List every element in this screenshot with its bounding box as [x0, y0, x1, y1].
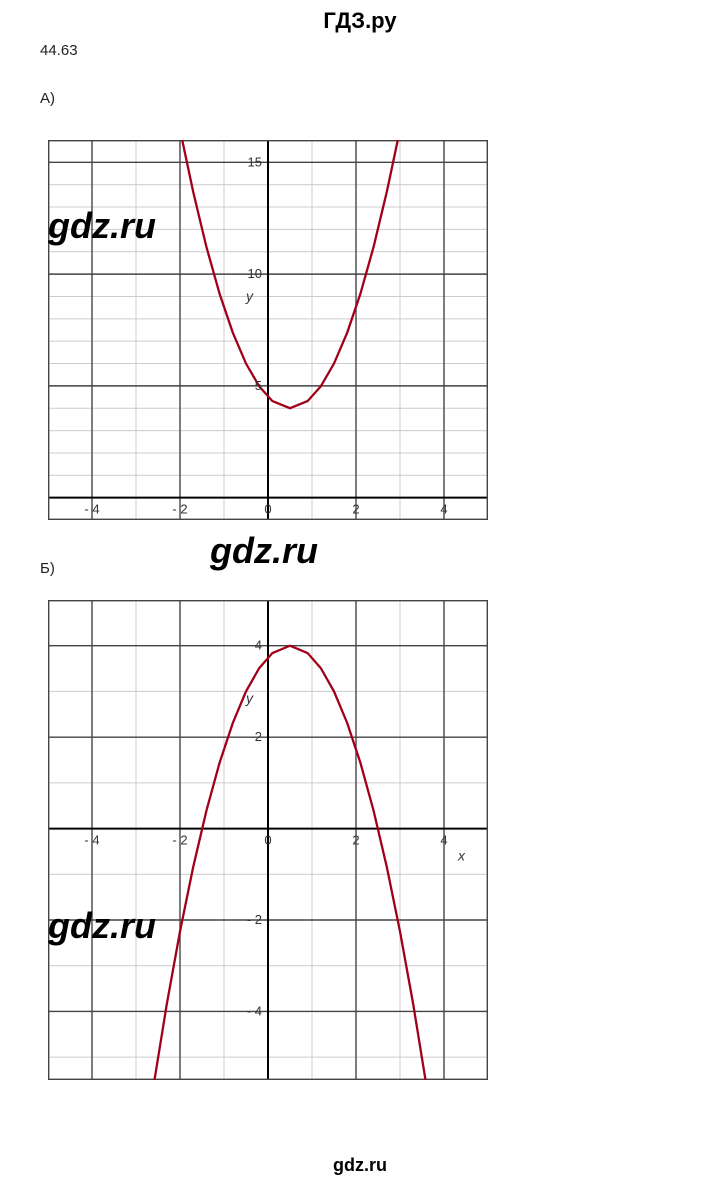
y-tick-label: 4	[255, 638, 262, 653]
x-tick-label: 2	[352, 833, 359, 848]
x-tick-label: 2	[352, 502, 359, 517]
part-a-label: А)	[40, 90, 55, 107]
y-tick-label: 5	[255, 378, 262, 393]
y-tick-label: - 4	[247, 1003, 262, 1018]
x-tick-label: - 4	[84, 502, 99, 517]
watermark: gdz.ru	[48, 205, 156, 247]
x-tick-label: 0	[264, 502, 271, 517]
x-tick-label: - 2	[172, 502, 187, 517]
watermark: gdz.ru	[48, 905, 156, 947]
site-footer: gdz.ru	[0, 1155, 720, 1176]
x-axis-label: x	[457, 517, 466, 520]
chart-a: - 4 - 2 0 2 4 5 10 15 x y	[48, 140, 488, 520]
problem-number: 44.63	[40, 42, 78, 59]
x-tick-label: 0	[264, 833, 271, 848]
y-axis-label: y	[245, 690, 254, 706]
chart-b: - 4- 2024- 4- 224xy	[48, 600, 488, 1080]
watermark: gdz.ru	[210, 530, 318, 572]
site-title: ГДЗ.ру	[0, 8, 720, 34]
x-tick-label: 4	[440, 833, 447, 848]
y-tick-label: 2	[255, 729, 262, 744]
y-axis-label: y	[245, 288, 254, 304]
y-tick-label: 15	[248, 154, 262, 169]
y-tick-label: - 2	[247, 912, 262, 927]
x-axis-label: x	[457, 848, 466, 864]
x-tick-label: - 4	[84, 833, 99, 848]
y-tick-label: 10	[248, 266, 262, 281]
part-b-label: Б)	[40, 560, 55, 577]
x-tick-label: - 2	[172, 833, 187, 848]
x-tick-label: 4	[440, 502, 447, 517]
